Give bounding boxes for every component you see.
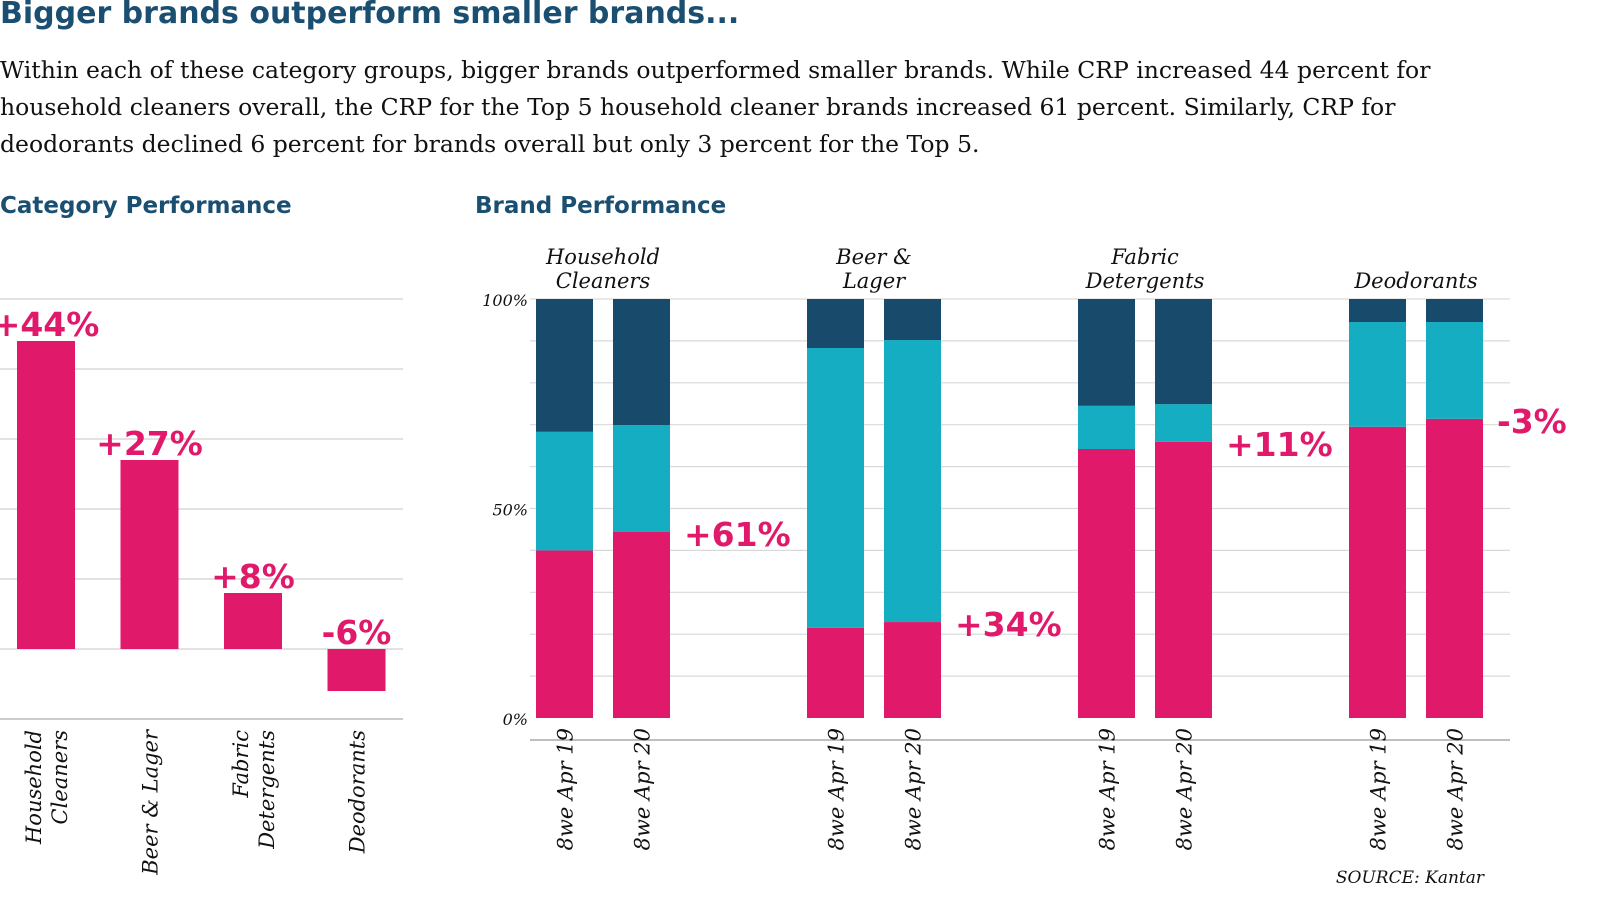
brand-bar-top5-segment [884,622,941,718]
brand-group-label: Deodorants [1353,269,1478,293]
category-bar [120,460,179,649]
brand-bar-middle-segment [807,348,864,628]
brand-bar-middle-segment [1349,322,1406,427]
brand-bar-rest-segment [1426,299,1483,323]
brand-change-label: +61% [684,515,791,554]
category-bar [17,341,75,649]
brand-change-label: -3% [1497,402,1567,441]
category-axis-label: Deodorants [346,730,370,855]
brand-bar-period-label: 8we Apr 20 [1444,728,1468,850]
brand-ytick-label: 50% [492,501,528,520]
brand-ytick-label: 100% [482,291,528,310]
brand-bar-top5-segment [1155,441,1212,718]
brand-bar-top5-segment [613,531,670,718]
brand-change-label: +34% [955,605,1062,644]
brand-bar-middle-segment [1426,322,1483,419]
brand-bar-middle-segment [1078,405,1135,450]
brand-bar-rest-segment [884,299,941,341]
category-axis-label: Detergents [255,730,279,850]
brand-bar-top5-segment [807,627,864,718]
category-axis-label: Household [22,730,46,845]
category-axis-label: Beer & Lager [139,728,163,876]
brand-group-label: Household [545,245,660,269]
brand-bar-period-label: 8we Apr 19 [554,728,578,850]
brand-bar-top5-segment [1078,449,1135,718]
category-performance-heading: Category Performance [0,193,292,219]
brand-bar-middle-segment [884,340,941,623]
description: Within each of these category groups, bi… [0,56,1431,158]
brand-bar-top5-segment [1426,418,1483,718]
brand-bar-middle-segment [1155,404,1212,442]
category-axis-label: Cleaners [48,730,72,825]
brand-bar-rest-segment [1349,299,1406,323]
category-data-label: +44% [0,305,99,344]
brand-bar-rest-segment [536,299,593,432]
brand-ytick-label: 0% [503,710,528,729]
page-title: Bigger brands outperform smaller brands.… [0,0,740,31]
brand-bar-period-label: 8we Apr 19 [825,728,849,850]
brand-group-label: Beer & [835,245,912,269]
brand-group-label: Fabric [1110,245,1179,269]
brand-bar-middle-segment [536,431,593,551]
brand-bar-period-label: 8we Apr 20 [1173,728,1197,850]
brand-bar-period-label: 8we Apr 19 [1367,728,1391,850]
category-bar [224,593,282,649]
brand-bar-period-label: 8we Apr 20 [631,728,655,850]
category-data-label: -6% [322,613,392,652]
brand-bar-rest-segment [1078,299,1135,406]
brand-bar-rest-segment [1155,299,1212,405]
category-data-label: +27% [96,424,203,463]
brand-performance-heading: Brand Performance [475,193,727,219]
category-data-label: +8% [211,557,295,596]
brand-bar-rest-segment [613,299,670,426]
brand-bar-period-label: 8we Apr 19 [1096,728,1120,850]
brand-change-label: +11% [1226,425,1333,464]
category-bar [327,649,386,691]
brand-bar-rest-segment [807,299,864,349]
brand-group-label: Cleaners [556,269,651,293]
brand-bar-middle-segment [613,425,670,532]
brand-group-label: Lager [842,269,907,293]
brand-group-label: Detergents [1085,269,1205,293]
brand-bar-period-label: 8we Apr 20 [902,728,926,850]
brand-bar-top5-segment [1349,426,1406,718]
brand-bar-top5-segment [536,550,593,718]
source-note: SOURCE: Kantar [1335,868,1484,888]
category-axis-label: Fabric [229,730,253,799]
